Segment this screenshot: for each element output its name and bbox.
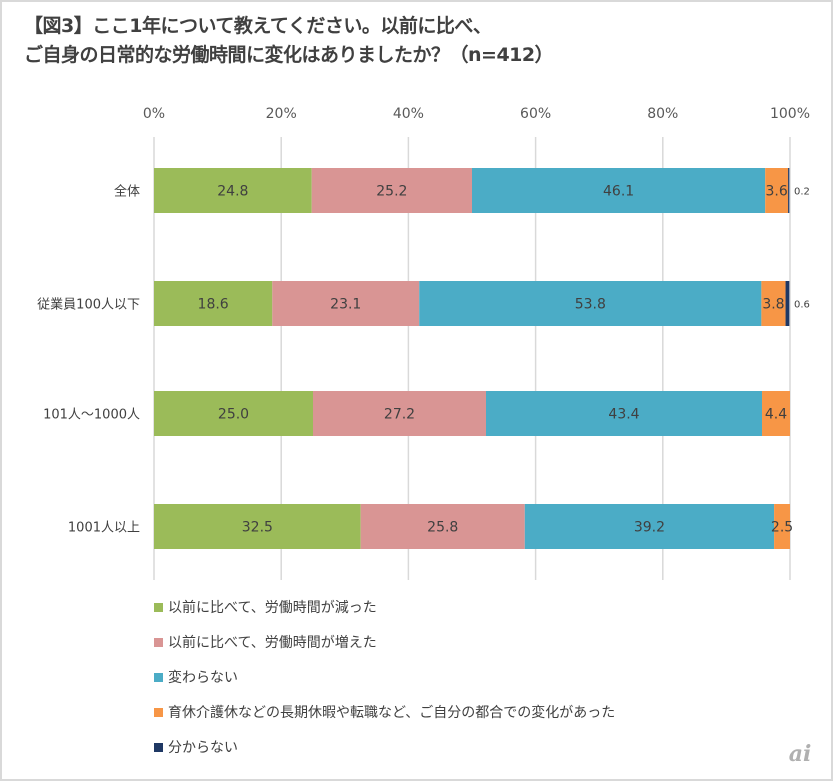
legend-item: 変わらない: [154, 667, 615, 687]
bar-segment: [154, 168, 312, 213]
data-label: 3.8: [762, 297, 784, 313]
x-tick-label: 40%: [393, 106, 424, 122]
data-label: 18.6: [198, 297, 229, 313]
legend: 以前に比べて、労働時間が減った 以前に比べて、労働時間が増えた 変わらない育休介護休…: [154, 597, 615, 772]
bar-segment: [154, 391, 313, 436]
data-label: 43.4: [608, 407, 639, 423]
bar-segment: [774, 504, 790, 549]
data-label: 32.5: [242, 520, 273, 536]
category-label: 1001人以上: [68, 521, 140, 536]
data-label: 53.8: [575, 297, 606, 313]
bars: 24.8 25.2 46.1 3.6 0.2 18.6 23.1 53.8 3.8 0.6 25.0…: [154, 168, 810, 549]
x-axis-ticks: 0% 20% 40% 60% 80% 100%: [143, 106, 810, 122]
data-label: 3.6: [766, 184, 788, 200]
legend-label: 育休介護休などの長期休暇や転職など、ご自分の都合での変化があった: [168, 705, 616, 721]
bar-segment: [788, 168, 790, 213]
bar-segment: [765, 168, 789, 213]
legend-swatch: [154, 742, 163, 752]
bar-segment: [524, 504, 775, 549]
category-label: 従業員100人以下: [37, 297, 140, 313]
legend-swatch: [154, 707, 163, 717]
chart-title: 【図3】ここ1年について教えてください。以前に比べ、 ご自身の日常的な労働時間に…: [24, 12, 554, 70]
legend-label: 分からない: [168, 740, 238, 756]
bar-segment: [360, 504, 525, 549]
data-label: 25.0: [218, 407, 249, 423]
bar-segment: [419, 281, 762, 326]
data-label: 27.2: [384, 407, 415, 423]
legend-item: 育休介護休などの長期休暇や転職など、ご自分の都合での変化があった: [154, 702, 615, 722]
data-label: 24.8: [217, 184, 248, 200]
legend-item: 以前に比べて、労働時間が増えた: [154, 632, 615, 652]
data-label: 0.2: [794, 187, 810, 198]
bar-segment: [154, 281, 273, 326]
legend-swatch: [154, 637, 163, 647]
x-tick-label: 20%: [266, 106, 297, 122]
category-label: 全体: [114, 184, 140, 200]
data-label: 2.5: [771, 520, 793, 536]
chart-title-line-2: ご自身の日常的な労働時間に変化はありましたか？（n=412）: [24, 44, 554, 66]
x-tick-label: 80%: [647, 106, 678, 122]
bar-segment: [154, 504, 361, 549]
data-label: 0.6: [794, 300, 810, 311]
data-label: 25.8: [427, 520, 458, 536]
data-label: 25.2: [376, 184, 407, 200]
bar-segment: [311, 168, 472, 213]
data-label: 23.1: [330, 297, 361, 313]
legend-label: 以前に比べて、労働時間が増えた: [168, 635, 377, 651]
x-tick-label: 0%: [143, 106, 165, 122]
legend-swatch: [154, 672, 163, 682]
bar-segment: [313, 391, 486, 436]
bar-segment: [472, 168, 766, 213]
category-label: 101人～1000人: [43, 408, 140, 423]
legend-label: 変わらない: [168, 670, 238, 686]
data-label: 46.1: [603, 184, 634, 200]
data-label: 4.4: [765, 407, 787, 423]
legend-item: 分からない: [154, 737, 615, 757]
legend-swatch: [154, 602, 163, 612]
x-tick-label: 100%: [770, 106, 810, 122]
bar-segment: [762, 391, 790, 436]
legend-item: 以前に比べて、労働時間が減った: [154, 597, 615, 617]
data-label: 39.2: [634, 520, 665, 536]
bar-segment: [485, 391, 763, 436]
bar-segment: [272, 281, 420, 326]
chart-title-line-1: 【図3】ここ1年について教えてください。以前に比べ、: [24, 15, 492, 37]
x-tick-label: 60%: [520, 106, 551, 122]
legend-label: 以前に比べて、労働時間が減った: [168, 600, 377, 616]
watermark-logo: ai: [788, 741, 812, 767]
bar-segment: [761, 281, 786, 326]
bar-segment: [785, 281, 790, 326]
